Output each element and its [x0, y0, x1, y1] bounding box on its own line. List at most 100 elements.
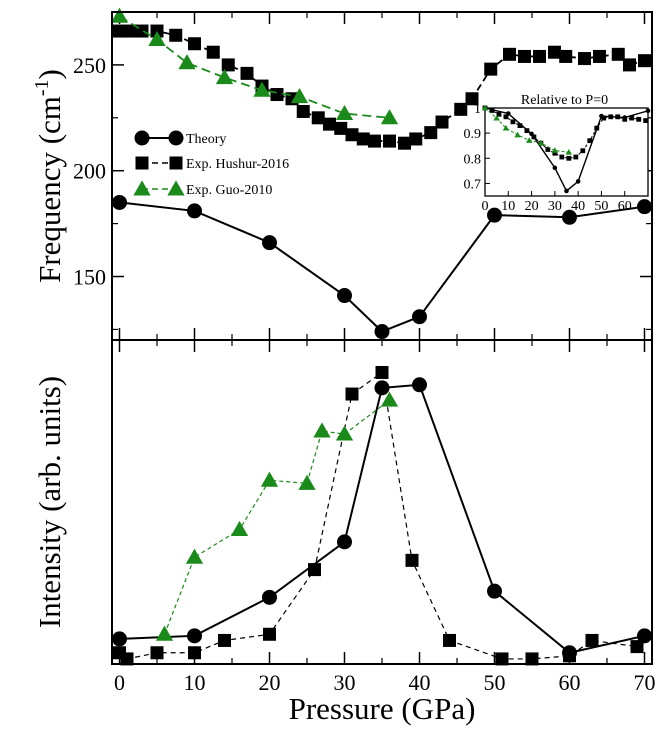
- data-point: [262, 235, 277, 251]
- y-tick-label: 200: [73, 159, 106, 184]
- frequency-axis-title: Frequency (cm-1): [31, 69, 67, 283]
- data-point: [563, 649, 576, 663]
- series-theory: [112, 194, 652, 340]
- data-point: [637, 628, 652, 644]
- data-point: [270, 88, 284, 102]
- x-tick-label: 10: [184, 670, 206, 695]
- inset-x-tick-label: 60: [618, 199, 632, 214]
- inset-y-tick-label: 0.9: [464, 127, 482, 142]
- data-point: [345, 387, 359, 401]
- data-point: [260, 471, 279, 487]
- y-tick-label: 250: [73, 53, 106, 78]
- inset-series-exp-guo-2010: [481, 104, 573, 155]
- inset-data-point: [552, 150, 558, 156]
- inset-data-point: [559, 154, 565, 160]
- data-point: [638, 54, 651, 68]
- data-point: [383, 134, 396, 148]
- inset-data-point: [575, 179, 581, 184]
- inset-data-point: [645, 108, 651, 114]
- data-point: [345, 128, 359, 142]
- data-point: [218, 633, 231, 647]
- data-point: [443, 633, 456, 647]
- data-point: [435, 115, 449, 129]
- inset-data-point: [615, 114, 621, 120]
- inset-data-point: [537, 139, 545, 146]
- data-point: [593, 49, 606, 63]
- data-point: [398, 136, 411, 150]
- inset-data-point: [496, 111, 502, 117]
- legend-marker: [169, 156, 183, 170]
- x-tick-label: 40: [409, 670, 431, 695]
- inset-data-point: [481, 104, 489, 111]
- data-point: [221, 58, 235, 72]
- data-point: [578, 52, 591, 66]
- data-point: [412, 377, 427, 393]
- inset-data-point: [514, 131, 521, 138]
- data-point: [630, 640, 644, 654]
- inset-data-point: [566, 155, 572, 161]
- data-point: [110, 7, 129, 23]
- data-point: [454, 102, 468, 116]
- data-point: [188, 646, 201, 660]
- series-line: [119, 383, 645, 654]
- inset-x-tick-label: 40: [571, 199, 585, 214]
- inset-data-point: [636, 116, 642, 122]
- data-point: [409, 132, 423, 146]
- data-point: [206, 45, 220, 59]
- data-point: [337, 288, 352, 304]
- inset-x-tick-label: 30: [548, 199, 562, 214]
- data-point: [495, 652, 509, 666]
- inset-series-exp-hushur-2016: [482, 105, 649, 161]
- inset-data-point: [489, 108, 495, 113]
- data-point: [585, 633, 599, 647]
- data-point: [487, 583, 502, 599]
- data-point: [374, 324, 390, 340]
- inset-data-point: [503, 114, 509, 120]
- legend-marker: [135, 156, 149, 170]
- data-point: [412, 309, 427, 325]
- intensity-panel-frame: [111, 339, 653, 665]
- data-point: [559, 49, 573, 63]
- data-point: [112, 194, 127, 210]
- data-point: [637, 199, 652, 215]
- inset-x-tick-label: 50: [594, 199, 608, 214]
- data-point: [487, 207, 502, 223]
- inset-data-point: [552, 165, 558, 171]
- data-point: [188, 37, 201, 51]
- inset-data-point: [608, 114, 614, 120]
- legend: Theory Exp. Hushur-2016 Exp. Guo-2010: [133, 130, 289, 198]
- inset-series-line: [484, 107, 646, 159]
- inset-x-tick-label: 20: [525, 199, 539, 214]
- data-point: [405, 553, 419, 567]
- data-point: [185, 548, 204, 564]
- inset-data-point: [629, 115, 635, 121]
- series-line: [119, 371, 638, 660]
- data-point: [337, 534, 352, 550]
- inset-data-point: [526, 137, 533, 143]
- data-point: [334, 121, 348, 135]
- inset-data-point: [545, 147, 551, 152]
- data-point: [465, 92, 479, 106]
- inset-data-point: [580, 148, 586, 154]
- data-point: [215, 68, 234, 85]
- data-point: [308, 563, 321, 577]
- legend-label: Theory: [186, 132, 226, 147]
- data-point: [290, 88, 309, 104]
- inset-data-point: [622, 116, 628, 122]
- inset-data-point: [524, 128, 530, 134]
- inset-data-point: [601, 115, 607, 121]
- inset-data-point: [493, 114, 500, 121]
- legend-marker: [134, 130, 150, 146]
- data-point: [323, 117, 336, 131]
- inset-data-point: [564, 188, 569, 194]
- legend-marker: [168, 130, 184, 146]
- inset-data-point: [643, 118, 649, 123]
- data-point: [356, 132, 370, 146]
- data-point: [335, 104, 354, 121]
- inset-y-tick-label: 1: [474, 102, 481, 117]
- data-point: [150, 646, 164, 660]
- x-tick-label: 0: [114, 670, 125, 695]
- data-point: [623, 58, 636, 72]
- x-tick-label: 50: [484, 670, 506, 695]
